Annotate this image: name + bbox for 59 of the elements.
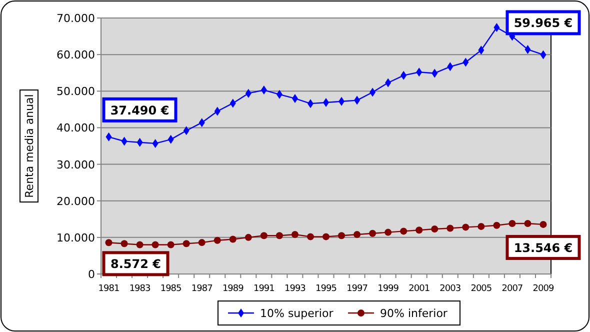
x-tick-label: 1989 bbox=[222, 284, 244, 294]
point bbox=[416, 226, 423, 234]
point bbox=[540, 220, 547, 228]
point bbox=[152, 241, 159, 248]
point bbox=[276, 232, 283, 240]
point bbox=[338, 232, 346, 240]
point bbox=[446, 224, 454, 232]
x-tick-label: 1995 bbox=[316, 284, 336, 294]
point bbox=[136, 241, 144, 248]
x-tick-label: 1991 bbox=[253, 284, 274, 294]
y-tick-label: 10.000 bbox=[56, 231, 95, 244]
y-tick-label: 20.000 bbox=[56, 194, 95, 208]
point bbox=[400, 228, 408, 235]
x-tick-label: 2005 bbox=[470, 284, 492, 294]
point bbox=[524, 220, 532, 228]
x-tick-label: 2001 bbox=[408, 284, 430, 294]
legend-label: 90% inferior bbox=[380, 307, 448, 320]
point bbox=[182, 240, 190, 248]
y-tick-label: 30.000 bbox=[56, 158, 95, 172]
x-tick-label: 1999 bbox=[378, 284, 400, 294]
x-tick-label: 2009 bbox=[532, 284, 554, 294]
x-tick-label: 1981 bbox=[98, 284, 120, 294]
point bbox=[384, 228, 392, 236]
point bbox=[369, 230, 376, 237]
y-tick-label: 40.000 bbox=[56, 122, 95, 135]
point bbox=[493, 222, 500, 229]
point bbox=[229, 236, 236, 243]
point bbox=[244, 234, 252, 241]
point bbox=[431, 226, 438, 233]
y-tick-label: 50.000 bbox=[56, 85, 95, 98]
point bbox=[322, 233, 330, 240]
point bbox=[198, 239, 206, 246]
annotation: 13.546 € bbox=[514, 240, 573, 255]
y-axis-title: Renta media anual bbox=[23, 94, 36, 198]
point bbox=[260, 232, 268, 240]
x-tick-label: 1983 bbox=[129, 284, 150, 294]
point bbox=[167, 241, 174, 248]
point bbox=[214, 236, 221, 244]
point bbox=[462, 224, 470, 231]
point bbox=[354, 231, 361, 238]
x-tick-label: 2007 bbox=[502, 284, 523, 294]
x-tick-label: 1993 bbox=[284, 284, 306, 294]
point bbox=[291, 231, 298, 238]
x-tick-label: 1987 bbox=[191, 284, 212, 294]
point bbox=[120, 240, 128, 248]
point bbox=[478, 222, 485, 230]
y-tick-label: 70.000 bbox=[56, 12, 95, 25]
point bbox=[105, 239, 112, 246]
y-tick-label: 0 bbox=[88, 268, 95, 281]
annotation: 59.965 € bbox=[514, 16, 573, 30]
point bbox=[508, 220, 516, 228]
y-tick-label: 60.000 bbox=[56, 48, 95, 62]
x-tick-label: 1985 bbox=[160, 284, 182, 294]
point bbox=[306, 233, 314, 240]
annotation: 37.490 € bbox=[110, 103, 170, 118]
x-tick-label: 1997 bbox=[346, 284, 368, 294]
annotation: 8.572 € bbox=[110, 257, 161, 272]
legend-label: 10% superior bbox=[260, 307, 334, 320]
x-tick-label: 2003 bbox=[440, 284, 461, 294]
